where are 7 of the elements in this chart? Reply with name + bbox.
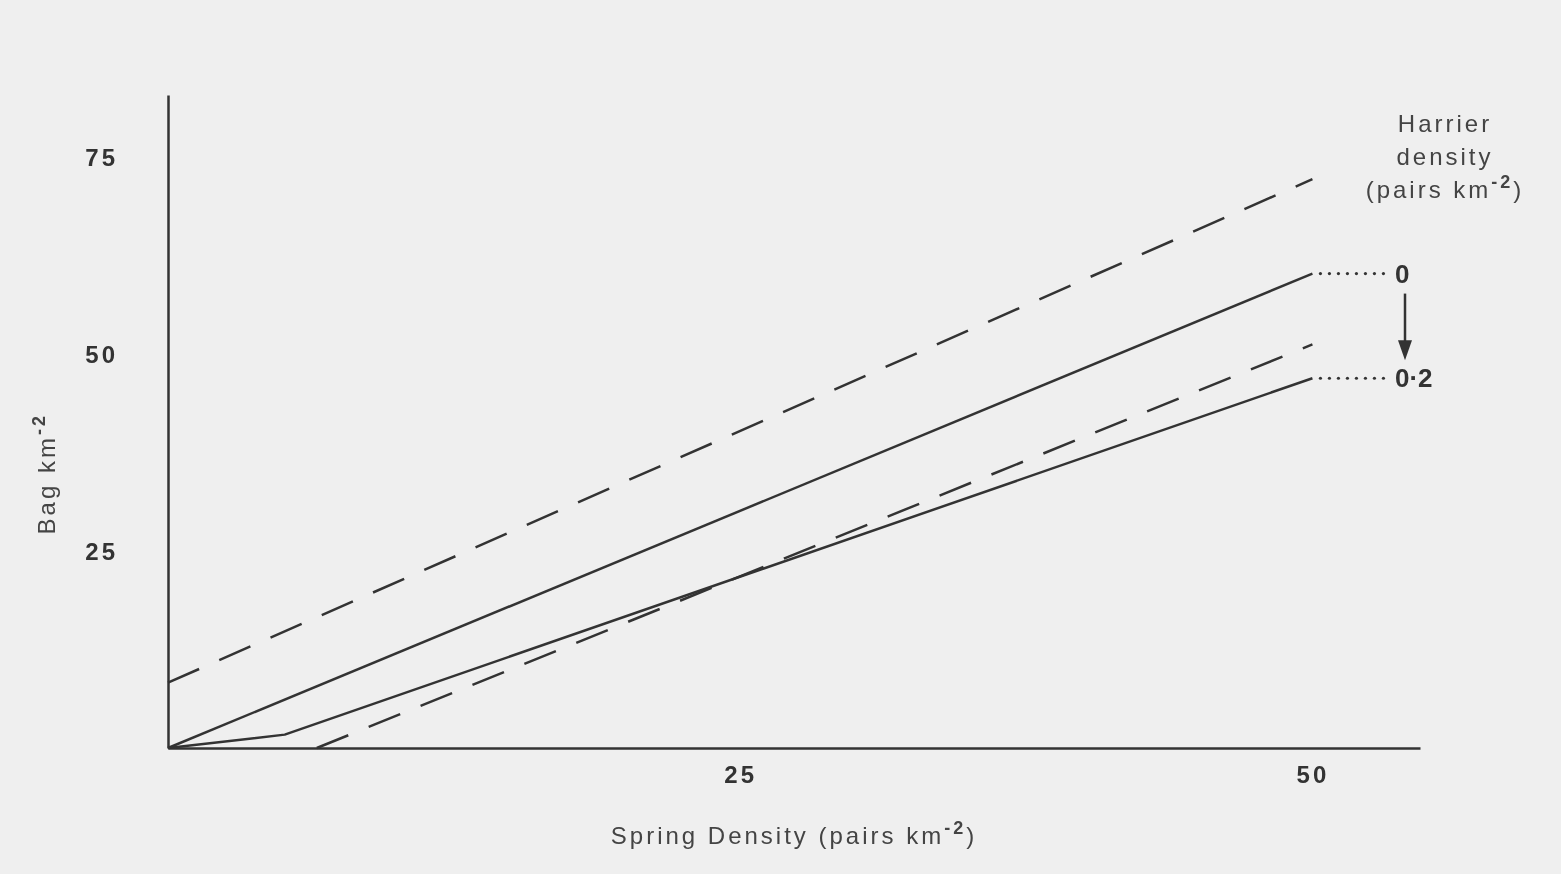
text: 0 [1395,258,1410,289]
y-tick-label: 50 [85,340,118,368]
x-axis-title: Spring Density (pairs km$^{-2}$) [610,818,978,849]
legend-title: Harrier density (pairs km$^{-2}$) [1365,110,1525,203]
y-tick-label: 25 [85,537,118,565]
y-tick-label: 75 [85,144,118,172]
legend-label: 0·2 [1395,363,1433,394]
